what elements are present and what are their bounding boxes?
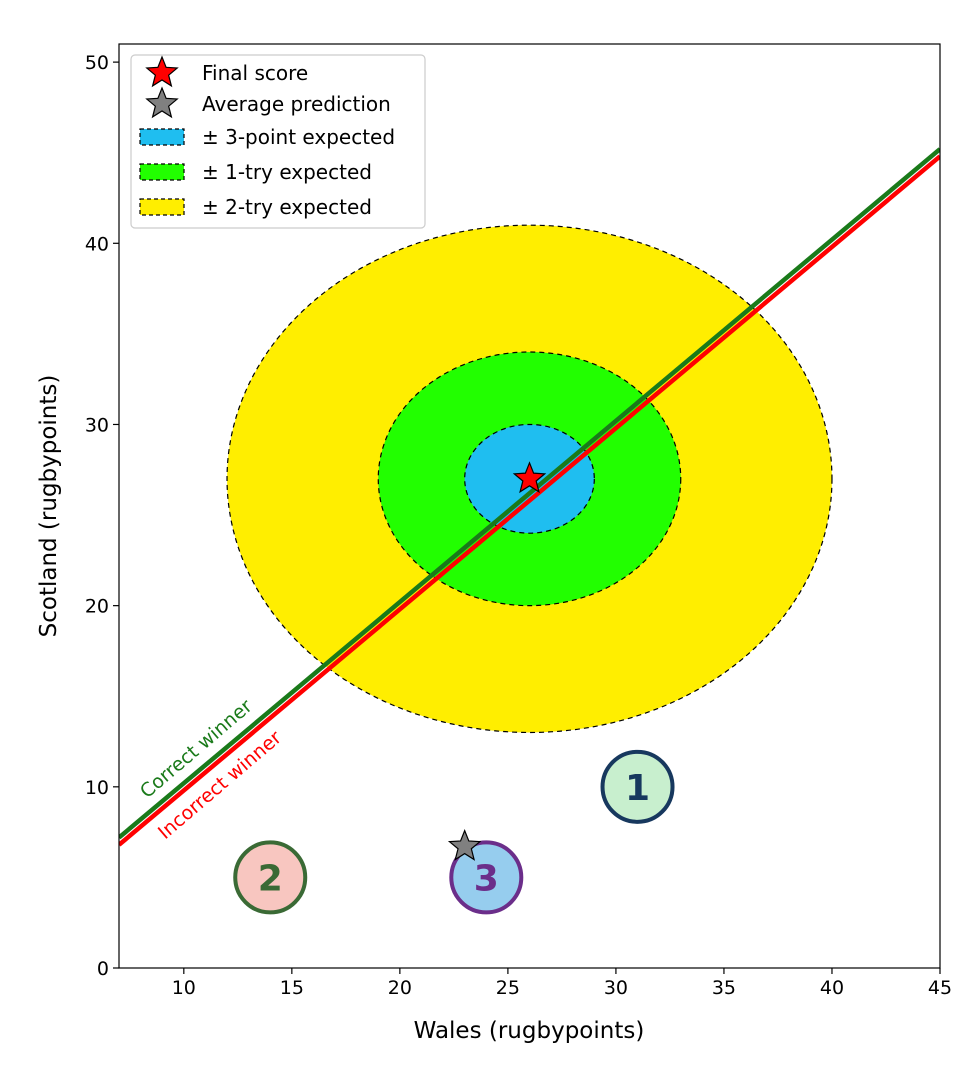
marker-circle	[449, 840, 524, 915]
incorrect-winner-label: Incorrect winner	[154, 727, 286, 844]
marker-number: 2	[258, 858, 283, 899]
final-score-star	[512, 461, 547, 494]
winner-lines	[119, 147, 940, 847]
x-tick-label: 25	[496, 977, 520, 999]
x-tick-label: 35	[712, 977, 736, 999]
x-axis-title: Wales (rugbypoints)	[414, 1018, 645, 1044]
legend-patch	[139, 198, 185, 216]
legend-3-point: ± 3-point expected	[139, 125, 395, 149]
average-prediction-star	[447, 828, 482, 861]
y-tick-label: 10	[85, 777, 109, 799]
numbered-marker-1: 1	[600, 749, 675, 824]
marker-circle	[233, 840, 308, 915]
correct-winner-label: Correct winner	[136, 695, 257, 803]
legend-patch	[139, 128, 185, 146]
x-tick-label: 30	[604, 977, 628, 999]
legend-patch	[139, 163, 185, 181]
y-tick-label: 40	[85, 233, 109, 255]
legend-label: ± 3-point expected	[202, 125, 395, 149]
legend-label: ± 2-try expected	[202, 195, 372, 219]
correct-winner-line	[119, 147, 940, 840]
legend-star-icon	[145, 55, 179, 88]
legend-star-icon	[145, 86, 179, 119]
x-tick-label: 45	[928, 977, 952, 999]
y-tick-label: 20	[85, 596, 109, 618]
y-axis-title: Scotland (rugbypoints)	[36, 375, 62, 638]
legend-average-prediction: Average prediction	[145, 86, 391, 119]
legend-box	[130, 54, 426, 229]
marker-number: 3	[474, 858, 499, 899]
y-tick-label: 0	[97, 958, 109, 980]
marker-number: 1	[625, 768, 650, 809]
x-axis-ticks: 10 15 20 25 30 35 40 45	[172, 968, 952, 999]
legend-label: ± 1-try expected	[202, 160, 372, 184]
legend-label: Average prediction	[202, 92, 391, 116]
legend-label: Final score	[202, 61, 308, 85]
legend-final-score: Final score	[145, 55, 308, 88]
legend: Final score Average prediction ± 3-point e…	[130, 54, 426, 229]
data-markers: 1 2 3	[233, 461, 675, 915]
legend-1-try: ± 1-try expected	[139, 160, 372, 184]
legend-2-try: ± 2-try expected	[139, 195, 372, 219]
marker-circle	[600, 749, 675, 824]
x-tick-label: 10	[172, 977, 196, 999]
y-axis-ticks: 0 10 20 30 40 50	[85, 52, 119, 980]
plot-frame	[118, 43, 941, 969]
numbered-marker-3: 3	[449, 840, 524, 915]
x-tick-label: 40	[820, 977, 844, 999]
y-tick-label: 50	[85, 52, 109, 74]
incorrect-winner-line	[119, 154, 940, 847]
x-tick-label: 20	[388, 977, 412, 999]
numbered-marker-2: 2	[233, 840, 308, 915]
x-tick-label: 15	[280, 977, 304, 999]
y-tick-label: 30	[85, 414, 109, 436]
